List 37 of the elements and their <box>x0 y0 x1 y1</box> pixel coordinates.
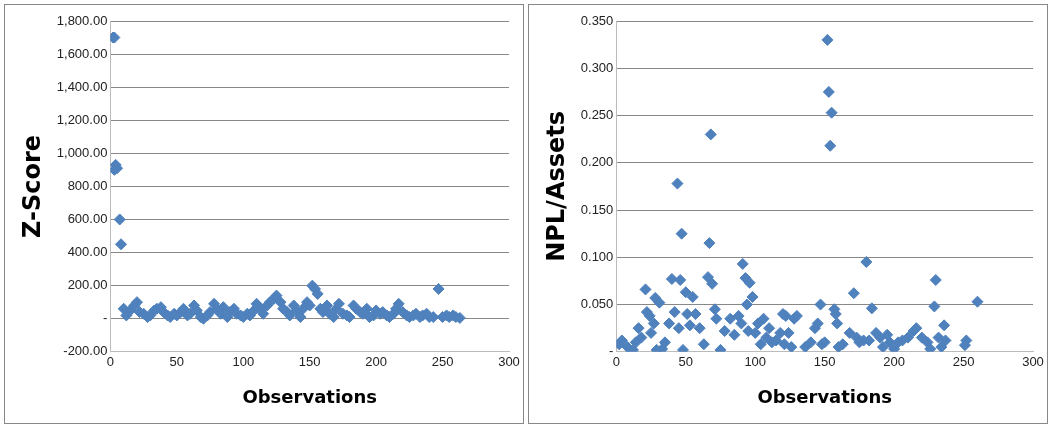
y-tick-label: 600.00 <box>67 211 108 227</box>
x-tick-label: 300 <box>1022 354 1044 370</box>
y-tick-label: 800.00 <box>67 177 108 193</box>
y-tick-label: 1,000.00 <box>56 144 108 160</box>
x-axis-title: Observations <box>757 385 892 407</box>
x-tick-label: 0 <box>106 354 115 370</box>
y-tick-label: 0.350 <box>580 12 614 28</box>
x-tick-label: 100 <box>232 354 255 370</box>
x-tick-label: 150 <box>298 354 321 370</box>
x-tick-label: 150 <box>813 354 836 370</box>
x-tick-label: 250 <box>431 354 454 370</box>
y-tick-label: 400.00 <box>67 244 108 260</box>
y-tick-label: 1,800.00 <box>56 12 108 28</box>
x-tick-label: 250 <box>952 354 975 370</box>
y-tick-label: 0.200 <box>580 154 614 170</box>
y-tick-label: 0.100 <box>580 248 614 264</box>
y-tick-label: 200.00 <box>67 277 108 293</box>
x-tick-label: 300 <box>498 354 520 370</box>
y-tick-label: 1,600.00 <box>56 45 108 61</box>
y-tick-label: 0.050 <box>580 296 614 312</box>
y-tick-label: 0.300 <box>580 59 614 75</box>
x-tick-label: 0 <box>612 354 620 370</box>
y-axis-title: Z-Score <box>17 134 46 238</box>
y-tick-label: 0.250 <box>580 107 614 123</box>
x-axis-title: Observations <box>242 385 377 407</box>
y-tick-label: 1,400.00 <box>56 78 108 94</box>
x-tick-label: 50 <box>169 354 185 370</box>
y-axis-title: NPL/Assets <box>541 110 570 262</box>
y-tick-label: 1,200.00 <box>56 111 108 127</box>
y-tick-label: - <box>103 310 108 326</box>
y-tick-label: -200.00 <box>63 343 108 359</box>
x-tick-label: 50 <box>678 354 694 370</box>
x-tick-label: 200 <box>365 354 387 370</box>
x-tick-label: 200 <box>883 354 905 370</box>
x-tick-label: 100 <box>744 354 767 370</box>
y-tick-label: 0.150 <box>580 201 614 217</box>
y-tick-label: - <box>608 343 614 359</box>
